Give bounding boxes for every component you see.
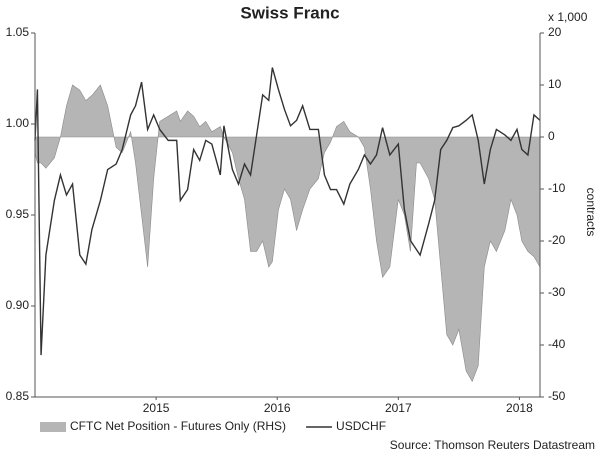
line-series (34, 67, 541, 356)
legend-swatch (40, 422, 66, 432)
y2-tick-label: -50 (548, 389, 566, 403)
area-series (34, 84, 541, 383)
y2-unit: x 1,000 (548, 10, 588, 24)
legend-label: USDCHF (336, 419, 386, 433)
x-tick-label: 2015 (143, 401, 170, 415)
y2-tick-label: -30 (548, 285, 566, 299)
y-tick-label: 0.90 (6, 298, 30, 312)
y-tick-label: 0.85 (6, 389, 30, 403)
y2-tick-label: 20 (548, 25, 562, 39)
y2-tick-label: 0 (548, 129, 555, 143)
x-tick-label: 2017 (385, 401, 412, 415)
x-tick-label: 2016 (264, 401, 291, 415)
y-tick-label: 1.00 (6, 116, 30, 130)
x-tick-label: 2018 (506, 401, 533, 415)
y2-axis-label: contracts (584, 188, 598, 237)
y-tick-label: 1.05 (6, 25, 30, 39)
y2-tick-label: -10 (548, 181, 566, 195)
y2-tick-label: 10 (548, 77, 562, 91)
y2-tick-label: -20 (548, 233, 566, 247)
legend-label: CFTC Net Position - Futures Only (RHS) (70, 419, 286, 433)
source-note: Source: Thomson Reuters Datastream (390, 438, 595, 452)
y-tick-label: 0.95 (6, 207, 30, 221)
y2-tick-label: -40 (548, 337, 566, 351)
chart-title: Swiss Franc (240, 3, 339, 22)
